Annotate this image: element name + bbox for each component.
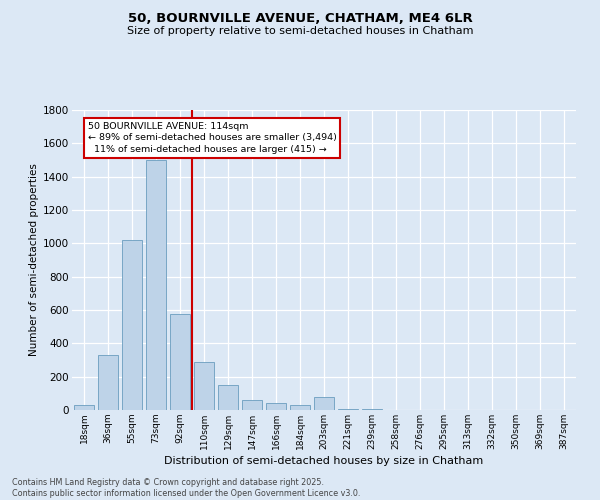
Text: Contains HM Land Registry data © Crown copyright and database right 2025.
Contai: Contains HM Land Registry data © Crown c… <box>12 478 361 498</box>
Bar <box>266 404 286 410</box>
Bar <box>74 405 94 410</box>
Bar <box>362 409 382 410</box>
Bar <box>170 314 190 410</box>
Text: Size of property relative to semi-detached houses in Chatham: Size of property relative to semi-detach… <box>127 26 473 36</box>
Bar <box>98 355 118 410</box>
X-axis label: Distribution of semi-detached houses by size in Chatham: Distribution of semi-detached houses by … <box>164 456 484 466</box>
Bar <box>218 385 238 410</box>
Bar <box>338 409 358 410</box>
Bar <box>242 400 262 410</box>
Bar <box>122 240 142 410</box>
Bar <box>290 405 310 410</box>
Text: 50, BOURNVILLE AVENUE, CHATHAM, ME4 6LR: 50, BOURNVILLE AVENUE, CHATHAM, ME4 6LR <box>128 12 472 26</box>
Bar <box>314 396 334 410</box>
Bar <box>146 160 166 410</box>
Bar <box>194 362 214 410</box>
Y-axis label: Number of semi-detached properties: Number of semi-detached properties <box>29 164 39 356</box>
Text: 50 BOURNVILLE AVENUE: 114sqm
← 89% of semi-detached houses are smaller (3,494)
 : 50 BOURNVILLE AVENUE: 114sqm ← 89% of se… <box>88 122 337 154</box>
